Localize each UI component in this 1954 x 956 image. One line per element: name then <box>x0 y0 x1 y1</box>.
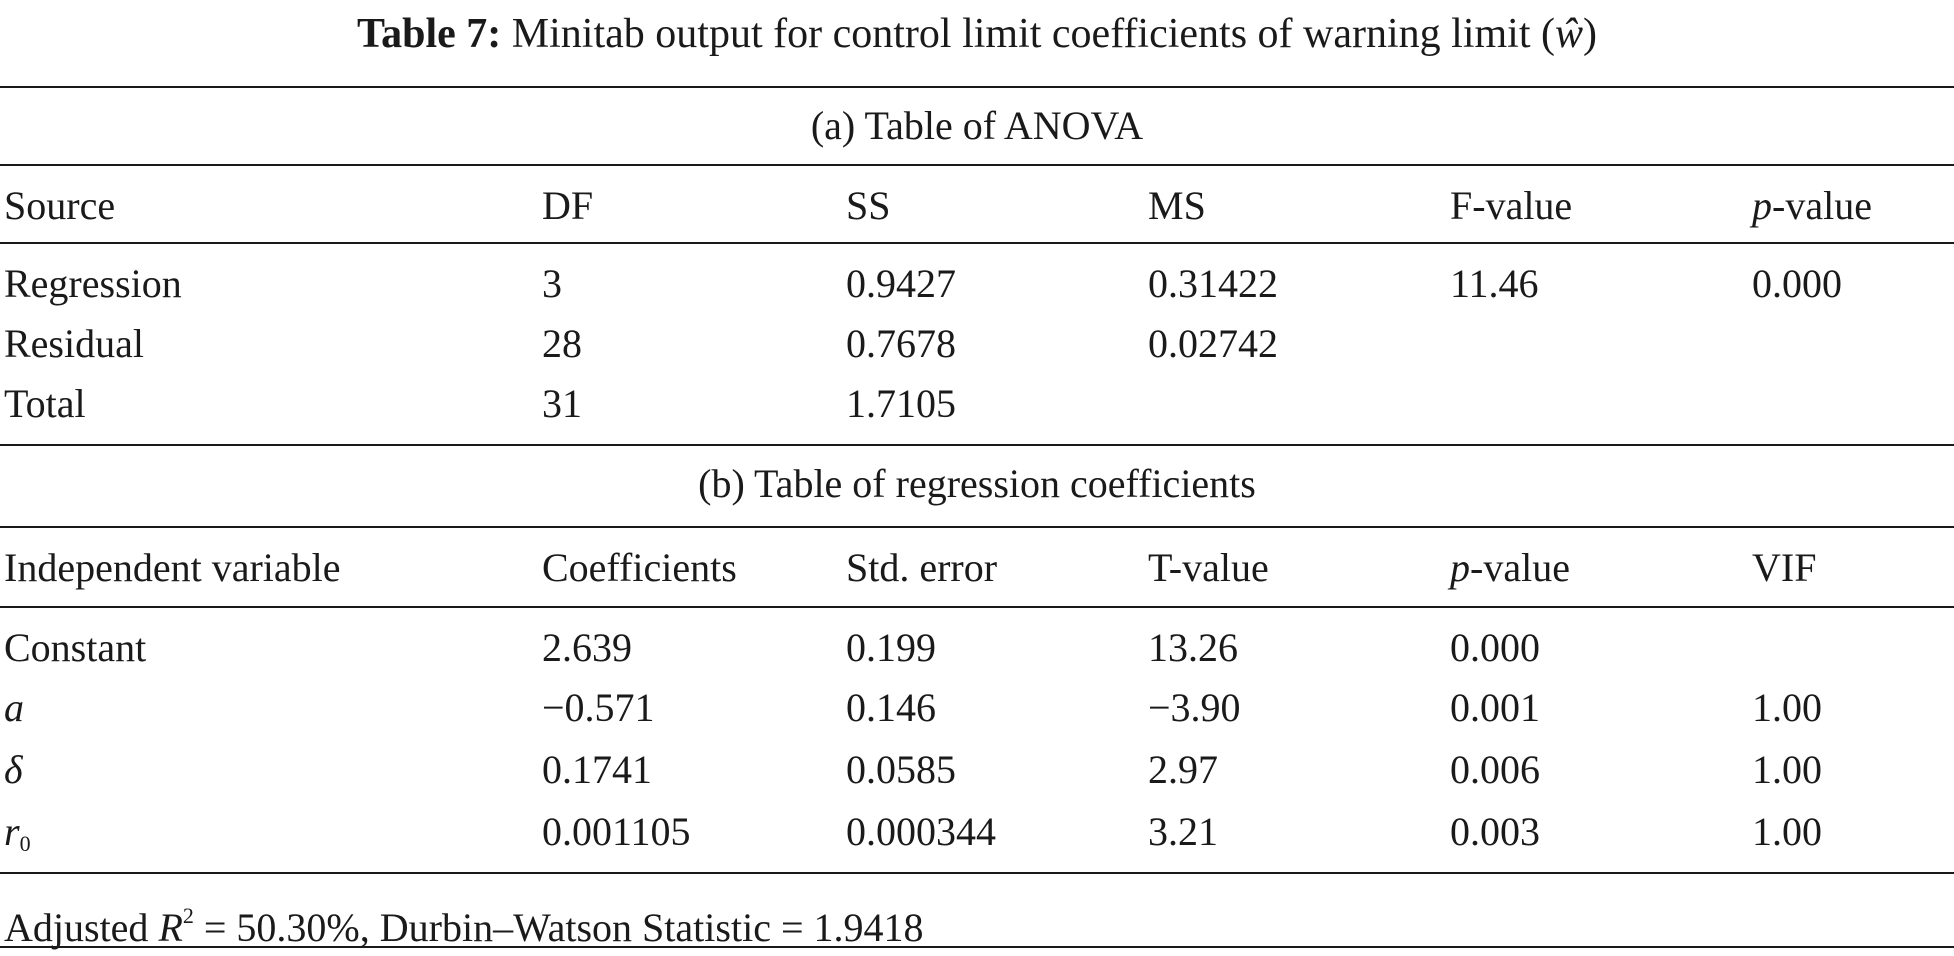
anova-header-df: DF <box>542 183 594 228</box>
coef-variable: Constant <box>4 620 146 676</box>
anova-cell: 0.9427 <box>846 261 956 306</box>
table-row: Constant 2.639 0.199 13.26 0.000 <box>0 620 1954 676</box>
coef-header-p-value: p-value <box>1450 540 1570 596</box>
coef-cell: −0.571 <box>542 685 655 730</box>
anova-cell: 1.7105 <box>846 381 956 426</box>
anova-title: (a) Table of ANOVA <box>810 103 1144 148</box>
footer-prefix: Adjusted <box>4 905 159 950</box>
anova-header-ms: MS <box>1148 183 1206 228</box>
coefficients-header-rule <box>0 606 1954 608</box>
coef-cell: 1.00 <box>1752 685 1822 730</box>
anova-header-row: Source DF SS MS F-value p-value <box>0 178 1954 234</box>
anova-cell: Regression <box>4 261 182 306</box>
table-row: Regression 3 0.9427 0.31422 11.46 0.000 <box>0 256 1954 312</box>
coef-cell: 0.199 <box>846 625 936 670</box>
anova-header-f-value: F-value <box>1450 183 1573 228</box>
anova-title-rule <box>0 164 1954 166</box>
coef-cell: 0.000344 <box>846 809 996 854</box>
coef-cell: 0.000 <box>1450 625 1540 670</box>
coef-cell: 0.001105 <box>542 809 691 854</box>
anova-header-p-value: p-value <box>1752 178 1872 234</box>
coef-header-value-suffix: -value <box>1470 545 1570 590</box>
anova-cell: 28 <box>542 321 582 366</box>
coef-cell: 0.006 <box>1450 747 1540 792</box>
anova-cell: 11.46 <box>1450 261 1539 306</box>
anova-header-value-suffix: -value <box>1772 183 1872 228</box>
coef-cell: 2.639 <box>542 625 632 670</box>
footer-statistics: = 50.30%, Durbin–Watson Statistic = 1.94… <box>193 905 924 950</box>
anova-cell: 31 <box>542 381 582 426</box>
coefficients-bottom-rule <box>0 872 1954 874</box>
caption-symbol-open: ( <box>1541 11 1556 57</box>
coef-header-p: p <box>1450 545 1470 590</box>
table-footnote: Adjusted R2 = 50.30%, Durbin–Watson Stat… <box>4 888 924 956</box>
coef-variable: r0 <box>4 804 31 872</box>
coef-cell: 0.003 <box>1450 809 1540 854</box>
footer-r-superscript: 2 <box>182 903 194 928</box>
coef-cell: 3.21 <box>1148 809 1218 854</box>
bottom-rule <box>0 946 1954 948</box>
coef-cell: 1.00 <box>1752 809 1822 854</box>
coef-cell: −3.90 <box>1148 685 1241 730</box>
coef-header-std-error: Std. error <box>846 545 998 590</box>
anova-cell: 0.31422 <box>1148 261 1278 306</box>
coef-cell: 0.146 <box>846 685 936 730</box>
table-row: Total 31 1.7105 <box>0 376 1954 432</box>
table-row: a −0.571 0.146 −3.90 0.001 1.00 <box>0 680 1954 736</box>
footer-r: R <box>158 905 183 950</box>
anova-cell: Residual <box>4 321 144 366</box>
anova-header-rule <box>0 242 1954 244</box>
coef-cell: 0.0585 <box>846 747 956 792</box>
coef-cell: 1.00 <box>1752 747 1822 792</box>
coefficients-title: (b) Table of regression coefficients <box>698 461 1256 506</box>
coef-variable-name: r <box>4 809 20 854</box>
coef-cell: 2.97 <box>1148 747 1218 792</box>
coef-cell: 0.001 <box>1450 685 1540 730</box>
coef-header-coefficients: Coefficients <box>542 545 737 590</box>
coefficients-header-row: Independent variable Coefficients Std. e… <box>0 540 1954 596</box>
anova-cell: 0.02742 <box>1148 321 1278 366</box>
coef-variable-subscript: 0 <box>19 831 31 856</box>
table-row: Residual 28 0.7678 0.02742 <box>0 316 1954 372</box>
table-row: r0 0.001105 0.000344 3.21 0.003 1.00 <box>0 804 1954 860</box>
caption-symbol-close: ) <box>1583 11 1598 57</box>
coef-header-variable: Independent variable <box>4 545 341 590</box>
coef-variable-name: a <box>4 685 24 730</box>
table-caption: Table 7: Minitab output for control limi… <box>0 4 1954 64</box>
coef-variable: δ <box>4 742 23 798</box>
coef-cell: 0.1741 <box>542 747 652 792</box>
anova-cell: 3 <box>542 261 562 306</box>
caption-text: Minitab output for control limit coeffic… <box>511 11 1531 57</box>
anova-header-ss: SS <box>846 183 891 228</box>
table-row: δ 0.1741 0.0585 2.97 0.006 1.00 <box>0 742 1954 798</box>
caption-symbol: ŵ <box>1555 11 1584 57</box>
anova-bottom-rule <box>0 444 1954 446</box>
coef-variable: a <box>4 680 24 736</box>
coef-cell: 13.26 <box>1148 625 1238 670</box>
anova-cell: 0.000 <box>1752 261 1842 306</box>
caption-label: Table 7: <box>356 11 502 57</box>
top-rule <box>0 86 1954 88</box>
coef-variable-name: δ <box>4 747 23 792</box>
coef-header-t-value: T-value <box>1148 545 1269 590</box>
coef-header-vif: VIF <box>1752 545 1817 590</box>
anova-cell: 0.7678 <box>846 321 956 366</box>
coef-variable-name: Constant <box>4 625 147 670</box>
coefficients-title-rule <box>0 526 1954 528</box>
anova-cell: Total <box>4 381 86 426</box>
anova-header-source: Source <box>4 183 116 228</box>
anova-header-p: p <box>1752 183 1772 228</box>
